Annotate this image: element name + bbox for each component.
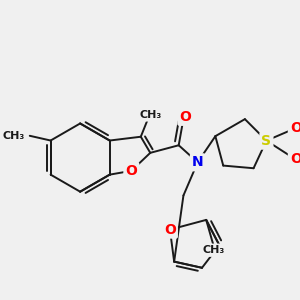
Text: CH₃: CH₃ xyxy=(202,245,225,255)
Text: O: O xyxy=(179,110,191,124)
Text: CH₃: CH₃ xyxy=(139,110,161,120)
Text: O: O xyxy=(164,223,176,237)
Text: CH₃: CH₃ xyxy=(3,131,25,141)
Text: O: O xyxy=(290,121,300,135)
Text: O: O xyxy=(125,164,137,178)
Text: S: S xyxy=(261,134,272,148)
Text: O: O xyxy=(290,152,300,166)
Text: N: N xyxy=(192,155,203,169)
